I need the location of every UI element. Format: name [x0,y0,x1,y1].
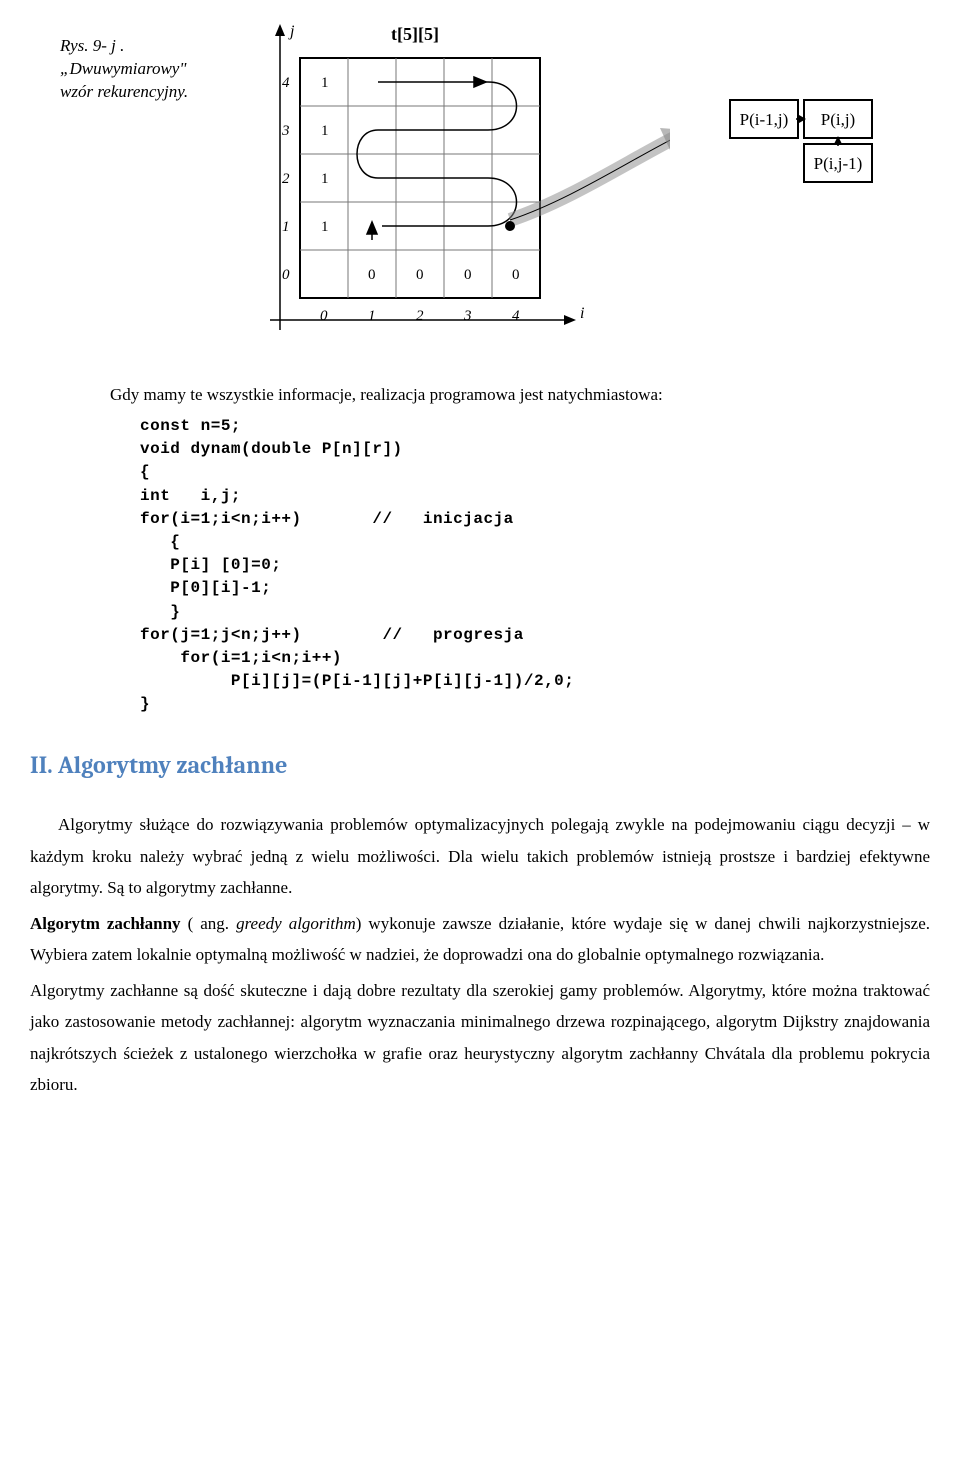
code-l5a: for(i=1;i<n;i++) [140,510,302,528]
axes: j i [270,23,584,330]
paragraph-1: Algorytmy służące do rozwiązywania probl… [30,809,930,903]
serpentine-path [357,77,517,240]
code-l4: int i,j; [140,487,241,505]
code-l5b: // inicjacja [372,510,513,528]
j-axis-label: j [288,23,295,40]
array-label: t[5][5] [391,24,439,44]
code-l9: } [140,603,180,621]
svg-text:3: 3 [281,123,290,139]
recurrence-boxes: P(i-1,j) P(i,j) P(i,j-1) [720,90,920,210]
grid-diagram: j i t[5][5] 4 3 2 1 0 0 1 2 3 4 1 1 1 1 0 0 0 0 [250,20,670,360]
code-l2: void dynam(double P[n][r]) [140,440,403,458]
svg-text:0: 0 [416,267,424,283]
svg-text:P(i,j): P(i,j) [821,110,855,129]
end-dot [505,221,515,231]
svg-text:2: 2 [416,308,424,324]
section-heading: II. Algorytmy zachłanne [30,751,930,779]
term-bold: Algorytm zachłanny [30,914,181,933]
y-ticks: 4 3 2 1 0 [281,75,290,283]
svg-text:1: 1 [368,308,376,324]
code-l13: } [140,695,150,713]
code-l1: const n=5; [140,417,241,435]
svg-text:2: 2 [282,171,290,187]
code-l7: P[i] [0]=0; [140,556,281,574]
svg-text:4: 4 [282,75,290,91]
svg-text:0: 0 [464,267,472,283]
svg-text:1: 1 [321,219,329,235]
svg-text:1: 1 [282,219,290,235]
code-l8: P[0][i]-1; [140,579,271,597]
p2-mid: ( ang. [181,914,237,933]
svg-text:0: 0 [282,267,290,283]
figure-area: Rys. 9- j . „Dwuwymiarowy" wzór rekurenc… [30,20,930,370]
caption-line1: Rys. 9- j . [60,36,124,55]
paragraph-2: Algorytm zachłanny ( ang. greedy algorit… [30,908,930,971]
code-block: const n=5; void dynam(double P[n][r]) { … [140,415,930,716]
svg-text:1: 1 [321,123,329,139]
svg-text:0: 0 [320,308,328,324]
code-l12: P[i][j]=(P[i-1][j]+P[i][j-1])/2,0; [140,672,574,690]
svg-text:P(i,j-1): P(i,j-1) [814,154,863,173]
svg-text:0: 0 [368,267,376,283]
svg-text:0: 0 [512,267,520,283]
i-axis-label: i [580,305,584,322]
caption-line2: „Dwuwymiarowy" [60,59,186,78]
code-l6: { [140,533,180,551]
callout-arrow [510,128,670,220]
code-l10a: for(j=1;j<n;j++) [140,626,302,644]
svg-text:1: 1 [321,75,329,91]
code-l3: { [140,463,150,481]
svg-text:4: 4 [512,308,520,324]
paragraph-3: Algorytmy zachłanne są dość skuteczne i … [30,975,930,1101]
svg-text:1: 1 [321,171,329,187]
term-italic: greedy algorithm [236,914,356,933]
figure-caption: Rys. 9- j . „Dwuwymiarowy" wzór rekurenc… [60,35,260,104]
intro-text: Gdy mamy te wszystkie informacje, realiz… [110,385,930,405]
svg-text:3: 3 [463,308,472,324]
caption-line3: wzór rekurencyjny. [60,82,188,101]
x-ticks: 0 1 2 3 4 [320,308,520,324]
svg-text:P(i-1,j): P(i-1,j) [740,110,789,129]
code-l11: for(i=1;i<n;i++) [140,649,342,667]
code-l10b: // progresja [382,626,523,644]
